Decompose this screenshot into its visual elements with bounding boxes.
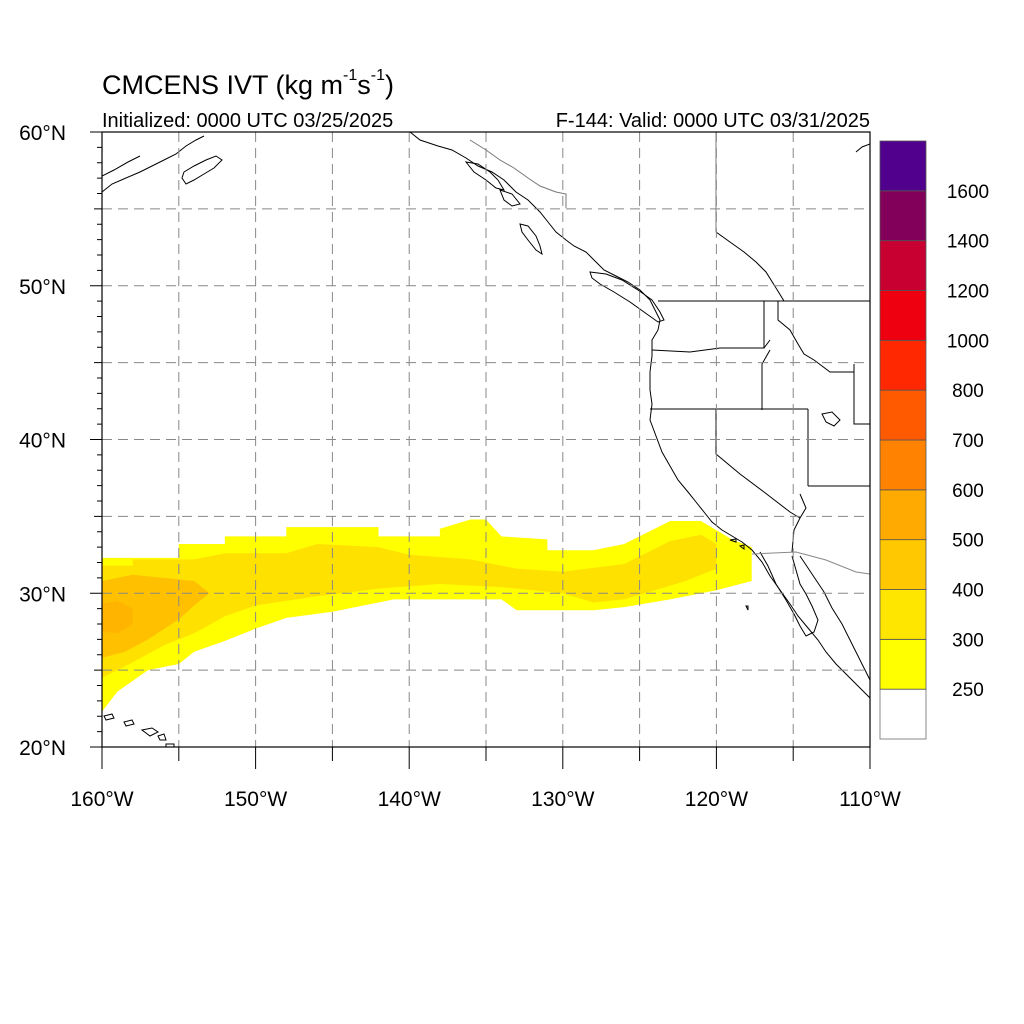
colorbar-label: 300: [952, 630, 984, 651]
border-az-ca: [791, 493, 807, 553]
colorbar-label: 1000: [947, 331, 989, 352]
title-exponent-2: -1: [370, 67, 385, 84]
colorbar-box: [879, 389, 927, 441]
border-id-mt: [777, 301, 854, 373]
colorbar-label: 700: [952, 431, 984, 452]
border-us-mexico: [751, 551, 870, 575]
lat-tick-label: 30°N: [19, 583, 66, 606]
colorbar-label: 400: [952, 581, 984, 602]
coastline-kodiak: [181, 155, 223, 185]
colorbar: 250 300 400 500 600 700 800 1000 1200 1400 1600: [879, 140, 989, 740]
lon-tick-label: 160°W: [70, 788, 133, 811]
lat-tick-label: 40°N: [19, 430, 66, 453]
colorbar-label: 1600: [947, 182, 989, 203]
border-ca-nv: [715, 409, 801, 519]
border-canada-provinces: [715, 231, 785, 302]
colorbar-box: [879, 290, 927, 341]
lat-tick-label: 20°N: [19, 737, 66, 760]
colorbar-box: [879, 339, 927, 391]
valid-time-label: F-144: Valid: 0000 UTC 03/31/2025: [555, 110, 870, 132]
colorbar-label: 600: [952, 481, 984, 502]
coastline-vancouver-island: [589, 271, 665, 323]
colorbar-label: 500: [952, 531, 984, 552]
colorbar-label: 1400: [947, 232, 989, 253]
colorbar-box: [879, 638, 927, 690]
border-alaska-canada: [469, 132, 717, 232]
lat-tick-label: 50°N: [19, 276, 66, 299]
border-wy: [853, 364, 870, 425]
title-text-prefix: CMCENS IVT (kg m: [102, 70, 344, 100]
coastline-alexander-archipelago: [464, 161, 521, 207]
title-text-suffix: ): [385, 70, 394, 100]
political-borders: [469, 132, 870, 575]
title-exponent-1: -1: [343, 67, 358, 84]
coastline-baja: [759, 551, 819, 637]
lon-tick-label: 110°W: [839, 788, 901, 811]
ivt-shading: [102, 519, 752, 712]
colorbar-box: [879, 489, 927, 541]
coastline-haida-gwaii: [519, 223, 543, 256]
colorbar-box: [879, 140, 927, 192]
lon-tick-label: 130°W: [531, 788, 594, 811]
ivt-400: [102, 574, 210, 658]
lat-tick-label: 60°N: [19, 122, 66, 145]
coastline-north-america: [409, 132, 870, 699]
border-or-id: [761, 349, 771, 410]
title-text-mid: s: [357, 70, 371, 100]
initialized-label: Initialized: 0000 UTC 03/25/2025: [102, 110, 394, 132]
colorbar-label: 250: [952, 680, 984, 701]
coastlines: [102, 132, 870, 747]
colorbar-box: [879, 439, 927, 491]
map-title: CMCENS IVT (kg m-1s-1): [102, 67, 394, 101]
colorbar-box-below: [879, 688, 927, 740]
colorbar-box: [879, 190, 927, 242]
coastline-small-islands: [729, 411, 841, 611]
graticule: [102, 132, 870, 747]
coastline-alaska-peninsula: [102, 135, 205, 193]
colorbar-box: [879, 589, 927, 640]
lon-tick-label: 150°W: [224, 788, 287, 811]
coastline-mexico-mainland: [799, 555, 870, 681]
border-wa-or: [651, 339, 771, 353]
colorbar-box: [879, 240, 927, 291]
lon-tick-label: 140°W: [378, 788, 441, 811]
map-axes: 20°N 30°N 40°N 50°N 60°N 160°W 150°W 140°W 130°W…: [19, 122, 901, 811]
ivt-500: [102, 600, 133, 634]
colorbar-box: [879, 539, 927, 590]
coastline-hawaii: [103, 713, 175, 747]
colorbar-label: 800: [952, 381, 984, 402]
lon-tick-label: 120°W: [685, 788, 748, 811]
colorbar-label: 1200: [947, 282, 989, 303]
